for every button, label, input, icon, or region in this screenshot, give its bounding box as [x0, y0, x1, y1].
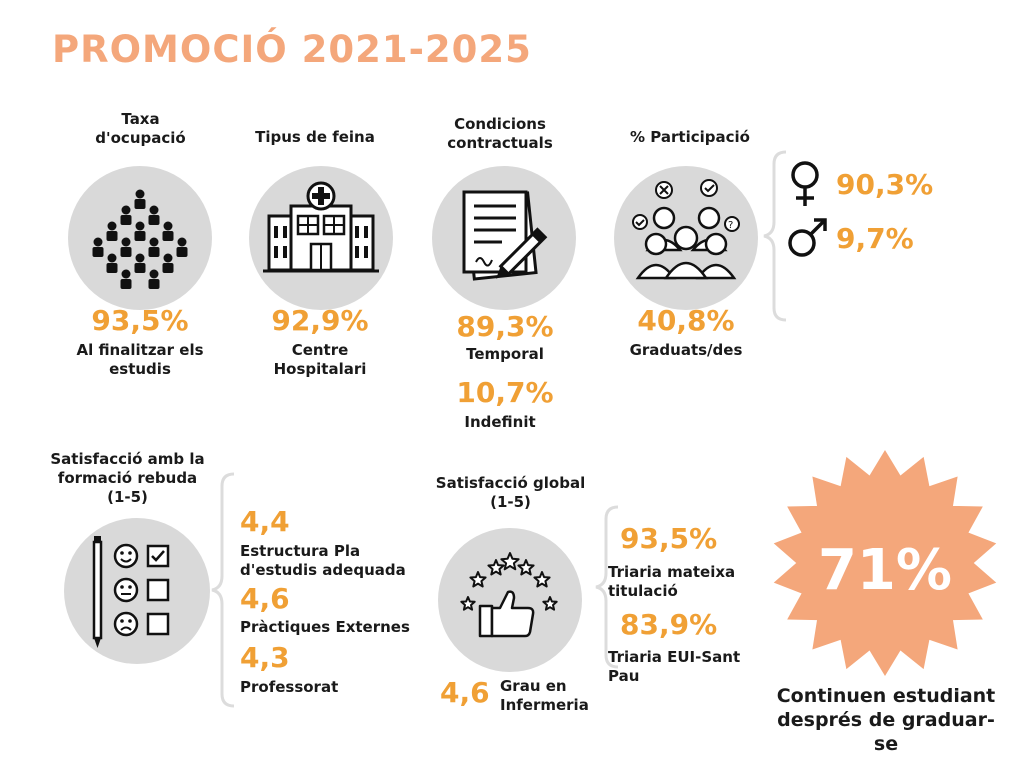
participacio-value: 40,8%: [637, 304, 735, 337]
continuen-desc: Continuen estudiant després de graduar-s…: [776, 685, 996, 755]
page-title: PROMOCIÓ 2021-2025: [52, 28, 532, 71]
global-label: Satisfacció global (1-5): [435, 474, 586, 511]
contract-pen-icon: [432, 166, 576, 310]
people-crowd-icon: [68, 166, 212, 310]
participacio-desc: Graduats/des: [629, 341, 743, 359]
thumbs-up-stars-icon: [438, 528, 582, 672]
formacio-bracket: [211, 472, 235, 708]
global-desc: Grau en Infermeria: [500, 677, 589, 714]
temporal-label: Temporal: [466, 345, 544, 363]
feina-value: 92,9%: [271, 304, 369, 337]
group-feedback-icon: ?: [614, 166, 758, 310]
feina-label: Tipus de feina: [255, 128, 375, 146]
global-item-value: 93,5%: [620, 522, 718, 555]
continuen-value: 71%: [817, 538, 953, 603]
formacio-item-label: Professorat: [240, 678, 339, 696]
svg-text:?: ?: [728, 220, 733, 231]
male-icon: [788, 218, 827, 257]
female-icon: [791, 161, 819, 206]
global-item-value: 83,9%: [620, 608, 718, 641]
temporal-value: 89,3%: [456, 310, 554, 343]
formacio-item-label: Pràctiques Externes: [240, 618, 410, 636]
female-value: 90,3%: [836, 168, 934, 201]
contracte-label: Condicions contractuals: [447, 115, 553, 152]
male-value: 9,7%: [836, 222, 914, 255]
formacio-item-value: 4,6: [240, 582, 290, 615]
ocupacio-value: 93,5%: [91, 304, 189, 337]
feina-desc: Centre Hospitalari: [273, 341, 367, 378]
indefinit-value: 10,7%: [456, 376, 554, 409]
formacio-label: Satisfacció amb la formació rebuda (1-5): [50, 450, 205, 506]
indefinit-label: Indefinit: [464, 413, 536, 431]
starburst-badge: [773, 450, 997, 676]
gender-bracket: [763, 150, 787, 322]
global-item-label: Triaria mateixa titulació: [608, 563, 736, 600]
formacio-item-label: Estructura Pla d'estudis adequada: [240, 542, 406, 579]
formacio-item-value: 4,4: [240, 505, 290, 538]
global-item-label: Triaria EUI-Sant Pau: [608, 648, 741, 685]
global-bracket: [595, 505, 619, 669]
ocupacio-label: Taxa d'ocupació: [95, 110, 186, 147]
participacio-label: % Participació: [630, 128, 750, 146]
hospital-icon: [249, 166, 393, 310]
ocupacio-desc: Al finalitzar els estudis: [76, 341, 204, 378]
formacio-item-value: 4,3: [240, 641, 290, 674]
survey-faces-icon: [64, 518, 210, 664]
global-value: 4,6: [440, 676, 490, 709]
